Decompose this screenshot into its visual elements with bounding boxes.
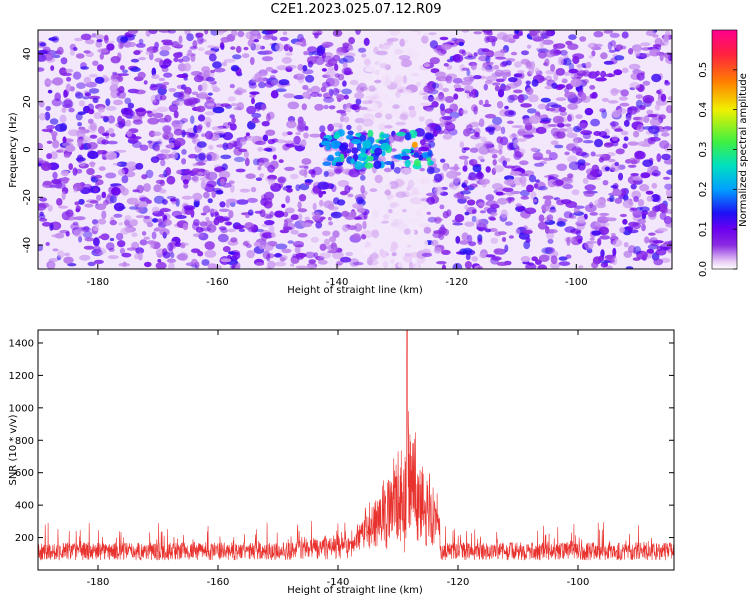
spectrogram-x-tick-label: -140: [326, 277, 349, 288]
snr-y-tick-label: 600: [15, 468, 34, 479]
spectrogram-x-tick-label: -100: [565, 277, 588, 288]
snr-frame: [37, 329, 675, 571]
snr-y-tick-label: 1400: [9, 338, 34, 349]
snr-y-tick-label: 200: [15, 533, 34, 544]
snr-panel: -180 -160 -140 -120 -100 200 400 600 800 1000 120…: [8, 329, 675, 596]
spectrogram-y-tick-label: 40: [22, 48, 33, 61]
snr-y-ticks: 200 400 600 800 1000 1200 1400: [9, 338, 674, 544]
snr-y-tick-label: 1200: [9, 371, 34, 382]
spectrogram-x-tick-label: -160: [206, 277, 229, 288]
colorbar-tick-label: 0.2: [698, 181, 709, 197]
snr-x-tick-label: -120: [447, 577, 470, 588]
colorbar-label: Normalized spectral amplitude: [738, 73, 749, 227]
colorbar-ticks: 0.0 0.1 0.2 0.3 0.4 0.5: [698, 62, 737, 277]
spectrogram-x-tick-label: -120: [445, 277, 468, 288]
snr-y-tick-label: 800: [15, 436, 34, 447]
colorbar-tick-label: 0.0: [698, 261, 709, 277]
spectrogram-x-label: Height of straight line (km): [287, 285, 423, 296]
spectrogram-y-tick-label: -40: [22, 237, 33, 253]
snr-series-line: [37, 329, 675, 561]
snr-x-label: Height of straight line (km): [287, 585, 423, 596]
spectrogram-x-ticks: -180 -160 -140 -120 -100: [86, 30, 588, 288]
spectrogram-y-tick-label: 0: [22, 146, 33, 152]
spectrogram-y-tick-label: 20: [22, 95, 33, 108]
spectrogram-y-label: Frequency (Hz): [8, 112, 19, 188]
spectrogram-heatmap: [38, 30, 672, 269]
colorbar-tick-label: 0.1: [698, 221, 709, 237]
spectrogram-x-tick-label: -180: [86, 277, 109, 288]
colorbar-tick-label: 0.4: [698, 102, 709, 118]
chart-title: C2E1.2023.025.07.12.R09: [270, 2, 442, 17]
snr-x-ticks: -180 -160 -140 -120 -100: [87, 330, 590, 588]
snr-y-label: SNR (10 * v/v): [8, 414, 19, 485]
colorbar-gradient: [712, 30, 737, 269]
colorbar-tick-label: 0.3: [698, 142, 709, 158]
spectrogram-y-ticks: -40 -20 0 20 40: [22, 48, 672, 253]
snr-y-tick-label: 1000: [9, 403, 34, 414]
spectrogram-y-tick-label: -20: [22, 189, 33, 205]
colorbar: 0.0 0.1 0.2 0.3 0.4 0.5 Normalized spectral a…: [698, 29, 749, 277]
snr-y-tick-label: 400: [15, 501, 34, 512]
snr-x-tick-label: -160: [207, 577, 230, 588]
spectrogram-panel: -180 -160 -140 -120 -100 -40 -20 0 20 40 Height …: [8, 29, 673, 296]
snr-x-tick-label: -100: [567, 577, 590, 588]
colorbar-tick-label: 0.5: [698, 62, 709, 78]
snr-x-tick-label: -140: [327, 577, 350, 588]
snr-x-tick-label: -180: [87, 577, 110, 588]
